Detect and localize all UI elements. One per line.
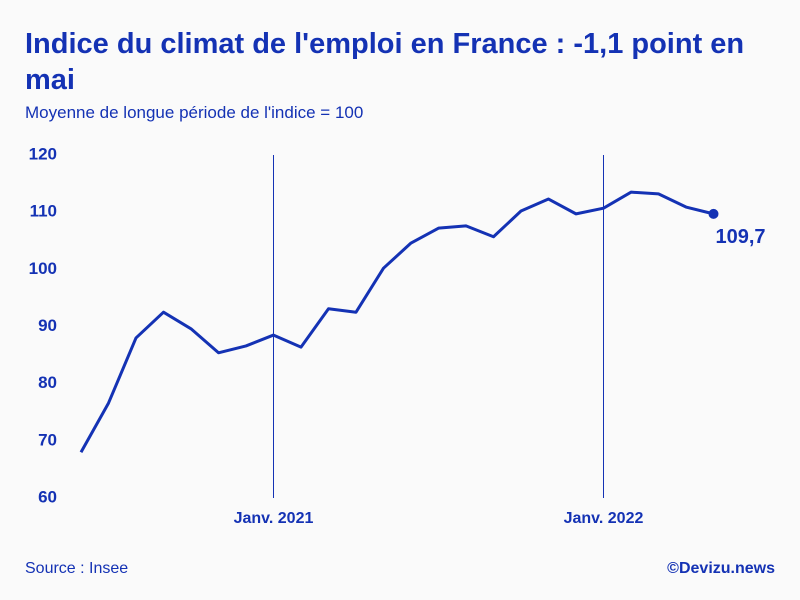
x-tick-label: Janv. 2022 bbox=[564, 510, 644, 527]
y-tick-label: 60 bbox=[38, 487, 57, 506]
y-tick-label: 110 bbox=[30, 202, 57, 221]
source: Source : Insee bbox=[25, 560, 129, 577]
chart-subtitle: Moyenne de longue période de l'indice = … bbox=[25, 103, 364, 122]
y-tick-label: 80 bbox=[38, 373, 57, 392]
end-point bbox=[708, 208, 719, 219]
x-tick-label: Janv. 2021 bbox=[234, 510, 314, 527]
y-tick-label: 70 bbox=[38, 430, 57, 449]
value-label: 109,7 bbox=[716, 226, 766, 248]
data-line bbox=[79, 190, 714, 453]
y-tick-label: 120 bbox=[29, 144, 57, 163]
credit: ©Devizu.news bbox=[667, 560, 775, 577]
y-tick-label: 100 bbox=[29, 259, 57, 278]
chart-title: Indice du climat de l'emploi en France :… bbox=[25, 28, 745, 96]
y-tick-label: 90 bbox=[38, 316, 57, 335]
